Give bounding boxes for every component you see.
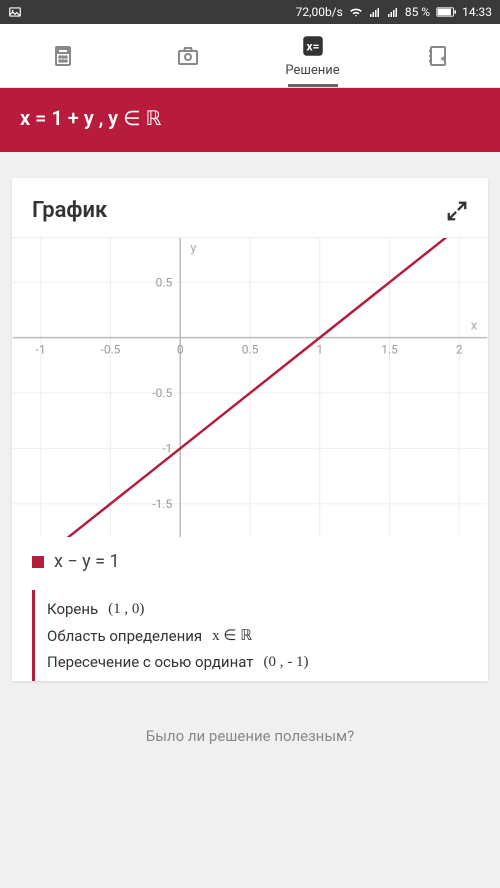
tab-label: Решение bbox=[285, 63, 339, 78]
yintercept-value: (0 , - 1) bbox=[263, 654, 308, 671]
battery-percent: 85 % bbox=[405, 5, 430, 19]
notebook-icon bbox=[425, 43, 451, 69]
svg-text:x: x bbox=[471, 319, 478, 334]
svg-text:-0.5: -0.5 bbox=[101, 343, 121, 357]
graph-title: График bbox=[32, 198, 107, 223]
legend: x − y = 1 bbox=[12, 537, 488, 586]
domain-value: x ∈ ℝ bbox=[212, 626, 252, 645]
svg-text:x=: x= bbox=[306, 39, 319, 53]
tab-notebook[interactable] bbox=[375, 24, 500, 87]
yintercept-label: Пересечение с осью ординат bbox=[47, 653, 253, 671]
info-section: Корень (1 , 0) Область определения x ∈ ℝ… bbox=[32, 590, 468, 681]
calculator-icon bbox=[50, 43, 76, 69]
legend-equation: x − y = 1 bbox=[54, 551, 120, 572]
tab-solution[interactable]: x= Решение bbox=[250, 24, 375, 87]
svg-text:y: y bbox=[190, 241, 196, 256]
plot-area[interactable]: -1 -0.5 0 0.5 1 1.5 2 -1.5 -1 -0.5 0.5 x y bbox=[12, 237, 488, 537]
root-value: (1 , 0) bbox=[108, 601, 144, 618]
clock: 14:33 bbox=[462, 5, 492, 19]
solution-icon: x= bbox=[300, 33, 326, 59]
image-icon bbox=[8, 5, 22, 19]
legend-swatch bbox=[32, 556, 44, 568]
svg-text:-1: -1 bbox=[36, 343, 46, 357]
svg-text:-1: -1 bbox=[162, 441, 172, 455]
svg-text:0.5: 0.5 bbox=[156, 275, 173, 289]
svg-text:0: 0 bbox=[177, 343, 184, 357]
solution-equation: x = 1 + y , y ∈ ℝ bbox=[0, 88, 500, 152]
svg-text:0.5: 0.5 bbox=[242, 343, 259, 357]
graph-card: График -1 -0.5 0 0.5 1 1.5 2 -1.5 -1 -0.5 0.5 x y x … bbox=[12, 178, 488, 681]
expand-icon[interactable] bbox=[446, 200, 468, 222]
tab-camera[interactable] bbox=[125, 24, 250, 87]
svg-text:1: 1 bbox=[316, 343, 323, 357]
status-bar: 72,00b/s 85 % 14:33 bbox=[0, 0, 500, 24]
svg-text:-1.5: -1.5 bbox=[152, 497, 172, 511]
plot-svg: -1 -0.5 0 0.5 1 1.5 2 -1.5 -1 -0.5 0.5 x y bbox=[12, 238, 488, 537]
battery-icon bbox=[436, 6, 456, 18]
feedback-prompt: Было ли решение полезным? bbox=[0, 697, 500, 755]
tab-bar: x= Решение bbox=[0, 24, 500, 88]
domain-label: Область определения bbox=[47, 627, 202, 645]
svg-text:2: 2 bbox=[456, 343, 463, 357]
network-speed: 72,00b/s bbox=[296, 5, 343, 19]
wifi-icon bbox=[349, 5, 363, 19]
svg-text:1.5: 1.5 bbox=[381, 343, 398, 357]
root-label: Корень bbox=[47, 600, 98, 618]
tab-calculator[interactable] bbox=[0, 24, 125, 87]
signal-icon bbox=[369, 6, 381, 18]
signal-icon-2 bbox=[387, 6, 399, 18]
camera-icon bbox=[175, 43, 201, 69]
svg-text:-0.5: -0.5 bbox=[152, 386, 172, 400]
